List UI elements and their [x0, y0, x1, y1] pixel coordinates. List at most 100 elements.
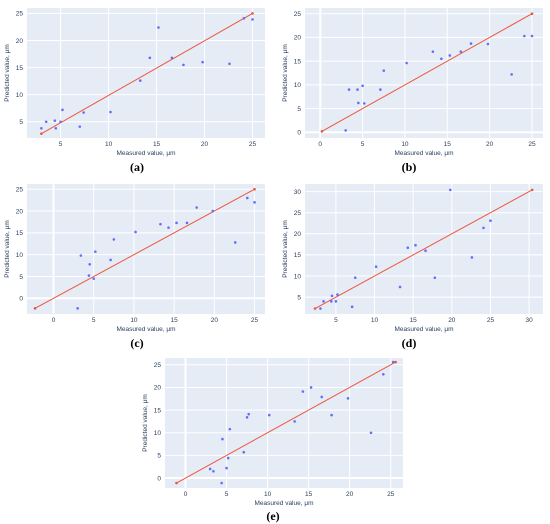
y-tick-label: 20: [294, 35, 302, 42]
data-point: [109, 258, 112, 262]
data-point: [185, 221, 189, 225]
x-tick-label: 20: [346, 491, 354, 498]
data-point: [226, 456, 230, 460]
data-point: [134, 230, 137, 234]
data-point: [329, 300, 333, 303]
data-point: [469, 42, 473, 45]
x-tick-label: 25: [249, 141, 257, 148]
scatter-chart-c: 0 5 10 15 20 25 0 5 10 15 20 25 Measured value, μm Pr…: [4, 184, 265, 333]
data-point: [374, 265, 378, 269]
y-tick-label: 20: [16, 38, 24, 45]
x-tick-label: 0: [52, 317, 56, 324]
data-point: [482, 226, 485, 230]
data-point: [448, 54, 452, 57]
data-point: [336, 293, 339, 296]
data-point: [322, 300, 325, 303]
fit-line-endpoint: [253, 187, 256, 191]
data-point: [170, 56, 174, 60]
data-point: [92, 277, 96, 280]
data-point: [251, 18, 254, 21]
data-point: [59, 120, 62, 124]
caption-e: (e): [266, 509, 280, 523]
data-point: [211, 209, 215, 213]
data-point: [530, 34, 534, 38]
fit-line-endpoint: [40, 132, 43, 135]
caption-a: (a): [130, 160, 144, 174]
y-tick-label: 25: [16, 187, 24, 194]
data-point: [87, 274, 91, 277]
data-point: [379, 88, 382, 91]
data-point: [44, 120, 48, 124]
scatter-chart-d: 5 10 15 20 25 30 5 10 15 20 25 30 Measured value, μm…: [282, 184, 543, 333]
fit-line-endpoint: [251, 12, 254, 15]
y-tick-label: 30: [294, 189, 302, 196]
y-tick-label: 5: [19, 119, 23, 126]
data-point: [334, 300, 338, 303]
y-tick-label: 15: [294, 58, 302, 65]
data-point: [330, 413, 333, 417]
x-tick-label: 15: [305, 491, 313, 498]
chart-panel-e: 0 5 10 15 20 25 0 5 10 15 20 25 Measured value, μm Pr…: [138, 350, 408, 510]
x-tick-label: 20: [486, 141, 494, 148]
x-tick-label: 10: [371, 317, 379, 324]
data-point: [424, 249, 427, 252]
y-tick-label: 0: [297, 130, 301, 137]
data-point: [347, 88, 351, 91]
plot-area: [27, 8, 265, 138]
plot-area: [27, 184, 265, 314]
data-point: [405, 61, 408, 65]
data-point: [369, 431, 373, 435]
fit-line-endpoint: [394, 360, 397, 364]
data-point: [159, 222, 162, 226]
data-point: [356, 88, 359, 91]
caption-d: (d): [401, 336, 417, 350]
x-axis-label: Measured value, μm: [394, 326, 453, 333]
chart-panel-c: 0 5 10 15 20 25 0 5 10 15 20 25 Measured value, μm Pr…: [0, 176, 270, 336]
data-point: [353, 276, 357, 280]
data-point: [225, 466, 228, 470]
y-tick-label: 20: [16, 208, 24, 215]
data-point: [182, 63, 185, 67]
y-tick-label: 15: [154, 407, 162, 414]
x-tick-label: 5: [92, 317, 96, 324]
data-point: [53, 119, 57, 122]
x-tick-label: 25: [528, 141, 536, 148]
data-point: [228, 62, 231, 66]
fit-line-endpoint: [530, 188, 534, 192]
data-point: [220, 481, 223, 485]
x-tick-label: 15: [444, 141, 452, 148]
y-tick-label: 25: [294, 11, 302, 18]
x-tick-label: 20: [211, 317, 219, 324]
x-tick-label: 10: [401, 141, 409, 148]
y-axis-label: Predicted value, μm: [4, 220, 11, 278]
data-point: [414, 243, 417, 247]
y-tick-label: 5: [297, 294, 301, 301]
fit-line-endpoint: [33, 307, 37, 310]
data-point: [242, 16, 246, 20]
y-axis-label: Predicted value, μm: [142, 394, 149, 452]
y-tick-label: 15: [16, 65, 24, 72]
x-axis-label: Measured value, μm: [394, 150, 453, 157]
data-point: [382, 69, 386, 72]
x-tick-label: 25: [487, 317, 495, 324]
data-point: [212, 469, 215, 473]
y-axis-label: Predicted value, μm: [282, 44, 289, 102]
data-point: [267, 413, 271, 417]
data-point: [157, 26, 160, 29]
data-point: [523, 34, 526, 38]
fit-line: [41, 12, 253, 135]
caption-c: (c): [130, 336, 144, 350]
data-point: [148, 56, 152, 60]
fit-line-endpoint: [320, 130, 324, 133]
y-tick-label: 15: [294, 252, 302, 259]
x-tick-label: 0: [184, 491, 188, 498]
data-point: [40, 126, 43, 130]
data-point: [301, 390, 305, 393]
data-point: [245, 416, 249, 419]
x-tick-label: 10: [105, 141, 113, 148]
scatter-chart-a: 5 10 15 20 25 5 10 15 20 25 Measured value, μm Pred…: [4, 8, 265, 157]
scatter-chart-e: 0 5 10 15 20 25 0 5 10 15 20 25 Measured value, μm Pr…: [142, 358, 403, 507]
fit-line-endpoint: [175, 481, 178, 485]
y-tick-label: 10: [294, 82, 302, 89]
data-point: [406, 246, 410, 250]
